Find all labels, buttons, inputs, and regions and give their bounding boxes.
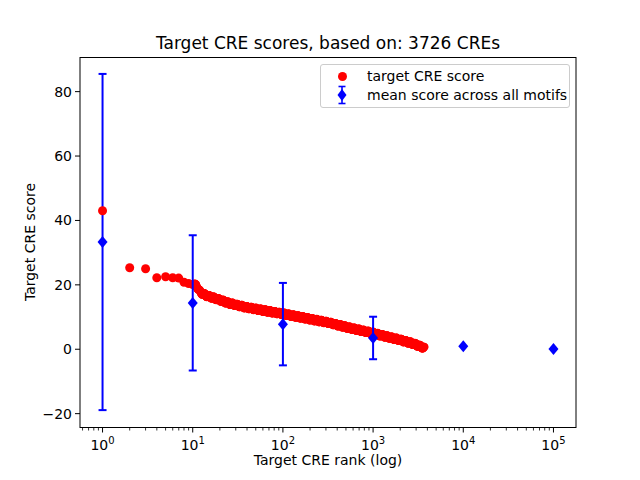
- legend-item-mean-score: mean score across all motifs: [327, 85, 563, 105]
- axes-frame: [80, 58, 576, 428]
- x-tick-label: 100: [90, 435, 114, 453]
- target-score-point: [152, 273, 161, 282]
- mean-score-point: [458, 340, 468, 352]
- target-score-point: [141, 264, 150, 273]
- mean-score-errorbars: [99, 74, 378, 410]
- legend-label: mean score across all motifs: [367, 87, 567, 103]
- red-circle-icon: [327, 72, 357, 81]
- y-tick-label: 40: [54, 212, 72, 228]
- y-tick-label: 20: [54, 277, 72, 293]
- y-tick-label: 60: [54, 148, 72, 164]
- mean-score-point: [548, 343, 558, 355]
- chart-title: Target CRE scores, based on: 3726 CREs: [80, 33, 576, 53]
- y-axis-label: Target CRE score: [22, 183, 38, 301]
- series-target-cre-score: [125, 263, 428, 352]
- legend: target CRE score mean score across all m…: [320, 64, 570, 108]
- y-tick-label: −20: [42, 406, 72, 422]
- figure: 100 101 102 103 104 105 −20 0 20 40 60 80 Target CR…: [0, 0, 640, 480]
- legend-label: target CRE score: [367, 68, 484, 84]
- x-axis-label: Target CRE rank (log): [80, 452, 576, 468]
- target-score-point-rank1: [98, 206, 107, 215]
- x-tick-label: 105: [541, 435, 565, 453]
- x-tick-label: 103: [361, 435, 385, 453]
- y-tick-label: 80: [54, 84, 72, 100]
- mean-score-point: [188, 297, 198, 309]
- target-score-point: [125, 263, 134, 272]
- blue-diamond-errorbar-icon: [327, 85, 357, 105]
- x-tick-label: 104: [451, 435, 475, 453]
- mean-score-points: [98, 236, 559, 355]
- legend-item-target-cre-score: target CRE score: [327, 67, 563, 85]
- x-tick-label: 101: [181, 435, 205, 453]
- mean-score-point: [98, 236, 108, 248]
- x-tick-label: 102: [271, 435, 295, 453]
- y-tick-label: 0: [63, 341, 72, 357]
